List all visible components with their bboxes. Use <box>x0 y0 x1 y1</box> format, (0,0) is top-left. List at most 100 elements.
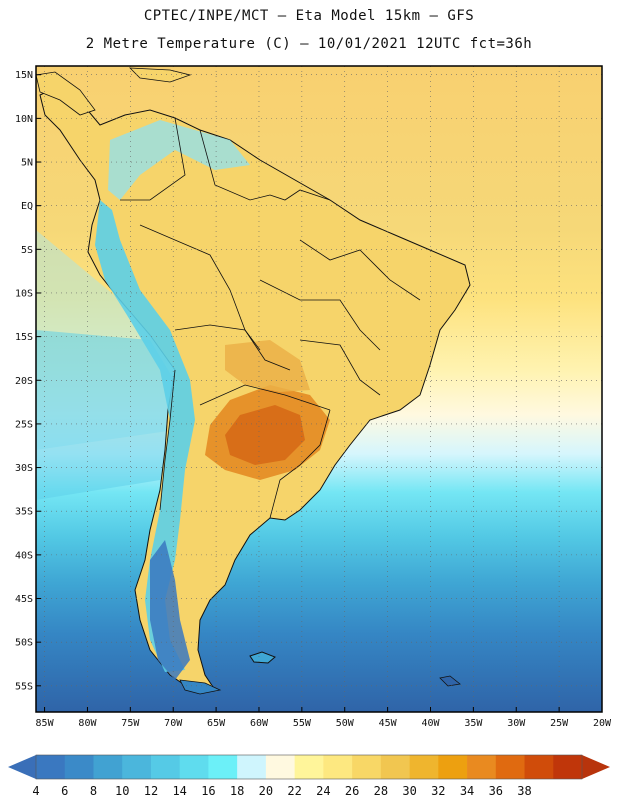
colorbar-label: 26 <box>345 784 359 798</box>
colorbar-swatch <box>409 755 439 779</box>
colorbar-swatch <box>467 755 497 779</box>
lat-tick-label: 5N <box>21 158 33 169</box>
lon-tick-label: 70W <box>164 718 183 729</box>
colorbar-label: 34 <box>460 784 474 798</box>
colorbar-swatch <box>237 755 267 779</box>
chart-title-line-2: 2 Metre Temperature (C) – 10/01/2021 12U… <box>85 36 533 52</box>
central-warm-zone <box>225 340 310 392</box>
colorbar-swatch <box>524 755 554 779</box>
tierra-del-fuego <box>179 679 222 695</box>
lon-tick-label: 35W <box>464 718 483 729</box>
colorbar-swatch <box>265 755 295 779</box>
colorbar-swatch <box>179 755 209 779</box>
lat-tick-label: 30S <box>15 463 33 474</box>
brazil-state-borders-3 <box>299 339 381 396</box>
lon-tick-label: 85W <box>36 718 55 729</box>
latitude-axis: 15N 10N 5N EQ 5S 10S 15S 20S 25S 30S 35S 40S 45S 50S 5… <box>15 70 41 692</box>
guianas-border <box>269 189 331 201</box>
south-georgia <box>439 675 461 687</box>
colorbar-swatch <box>64 755 94 779</box>
lon-tick-label: 50W <box>336 718 355 729</box>
colorbar-label: 6 <box>61 784 68 798</box>
colorbar-label: 4 <box>32 784 39 798</box>
lat-tick-label: 10N <box>15 114 33 125</box>
country-borders <box>120 117 421 519</box>
colorbar-labels: 4 6 8 10 12 14 16 18 20 22 24 26 28 30 32 34 36 38 <box>32 784 531 798</box>
colombia-border <box>120 117 186 201</box>
colorbar-swatch <box>93 755 123 779</box>
lat-tick-label: 40S <box>15 550 33 561</box>
colorbar-label: 8 <box>90 784 97 798</box>
colorbar-label: 24 <box>316 784 330 798</box>
lon-tick-label: 55W <box>293 718 312 729</box>
colorbar: 4 6 8 10 12 14 16 18 20 22 24 26 28 30 32 34 36 38 <box>8 754 610 798</box>
colorbar-right-arrow <box>582 755 610 779</box>
lat-tick-label: 20S <box>15 376 33 387</box>
colorbar-label: 38 <box>517 784 531 798</box>
bolivia-border <box>174 324 291 371</box>
lon-tick-label: 40W <box>421 718 440 729</box>
colorbar-label: 22 <box>287 784 301 798</box>
colorbar-left-arrow <box>8 755 36 779</box>
lat-tick-label: 55S <box>15 681 33 692</box>
colorbar-swatch <box>495 755 525 779</box>
chile-argentina-border <box>159 369 176 511</box>
central-america <box>36 71 96 116</box>
falkland-islands <box>249 651 276 664</box>
lat-tick-label: 5S <box>21 245 33 256</box>
colorbar-label: 36 <box>489 784 503 798</box>
map-frame <box>35 65 603 713</box>
colorbar-label: 14 <box>172 784 186 798</box>
caribbean-islands <box>128 67 192 83</box>
northern-andes-cool <box>108 120 250 200</box>
venezuela-border <box>199 129 271 201</box>
lon-tick-label: 45W <box>379 718 398 729</box>
lon-tick-label: 65W <box>207 718 226 729</box>
lon-tick-label: 20W <box>593 718 612 729</box>
colorbar-swatch <box>150 755 180 779</box>
colorbar-swatch <box>122 755 152 779</box>
lat-tick-label: 35S <box>15 507 33 518</box>
colorbar-label: 10 <box>115 784 129 798</box>
lat-tick-label: 25S <box>15 419 33 430</box>
lon-tick-label: 60W <box>250 718 269 729</box>
colorbar-label: 16 <box>201 784 215 798</box>
colorbar-swatch <box>380 755 410 779</box>
lat-tick-label: 15S <box>15 332 33 343</box>
colorbar-swatch <box>323 755 353 779</box>
colorbar-label: 30 <box>402 784 416 798</box>
colorbar-label: 28 <box>374 784 388 798</box>
lon-tick-label: 25W <box>550 718 569 729</box>
colorbar-swatches <box>35 754 583 780</box>
colorbar-label: 12 <box>144 784 158 798</box>
colorbar-label: 20 <box>259 784 273 798</box>
colorbar-swatch <box>352 755 382 779</box>
longitude-axis: 85W 80W 75W 70W 65W 60W 55W 50W 45W 40W 35W 30W 25W 2… <box>36 707 612 729</box>
chart-title-line-1: CPTEC/INPE/MCT – Eta Model 15km – GFS <box>143 8 475 24</box>
argentina-uruguay-border <box>269 409 331 519</box>
patagonia-cold-zone <box>150 540 190 680</box>
andes-cold-strip <box>95 200 195 672</box>
colorbar-outline <box>35 754 583 780</box>
colorbar-label: 18 <box>230 784 244 798</box>
colorbar-swatch <box>36 755 66 779</box>
colorbar-swatch <box>438 755 468 779</box>
lat-tick-label: 50S <box>15 638 33 649</box>
lat-tick-label: 10S <box>15 288 33 299</box>
colorbar-label: 32 <box>431 784 445 798</box>
lon-tick-label: 75W <box>121 718 140 729</box>
colorbar-swatch <box>208 755 238 779</box>
pacific-cold-zone <box>36 330 180 500</box>
lon-tick-label: 30W <box>507 718 526 729</box>
lat-tick-label: 45S <box>15 594 33 605</box>
lat-tick-label: 15N <box>15 70 33 81</box>
paraguay-border <box>199 384 331 411</box>
heat-core-inner <box>225 405 305 465</box>
map-area <box>36 66 602 712</box>
lat-tick-label: EQ <box>21 201 33 212</box>
colorbar-swatch <box>294 755 324 779</box>
lon-tick-label: 80W <box>78 718 97 729</box>
brazil-state-borders <box>299 239 421 301</box>
colorbar-swatch <box>553 755 583 779</box>
